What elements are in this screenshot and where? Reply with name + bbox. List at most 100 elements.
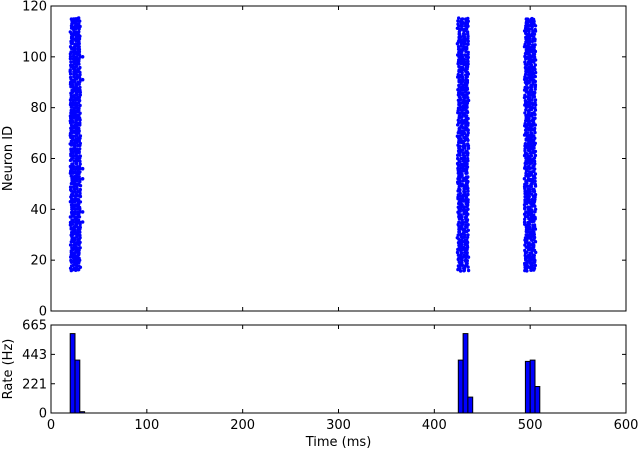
spike-point [77,218,81,222]
spike-point [523,205,527,209]
spike-point [455,236,459,240]
spike-point [71,83,75,88]
spike-point [466,268,471,273]
spike-point [456,108,460,113]
spike-point [460,17,465,21]
spike-point [69,60,73,64]
spike-point [462,266,467,271]
spike-point [528,75,532,80]
spike-point [78,85,82,90]
spike-point [525,263,529,268]
spike-point [459,213,463,217]
spike-point [533,58,538,62]
spike-point [527,197,531,202]
spike-point [466,39,470,43]
spike-point [522,220,527,224]
spike-point [77,215,82,219]
spike-point [460,111,464,115]
spike-point [77,106,81,111]
spike-point [459,253,463,258]
spike-point [73,241,77,245]
spike-point [457,121,461,125]
raster-spike-marks [68,16,538,273]
spike-point [523,195,527,199]
spike-point [524,108,528,112]
spike-point [523,60,527,64]
spike-point [463,190,467,194]
spike-point [463,208,467,212]
spike-point [77,30,81,34]
spike-point [77,98,82,103]
spike-point [466,200,470,204]
x-tick-label: 600 [614,418,639,433]
spike-point [466,228,470,232]
spike-point [527,42,532,46]
spike-point [459,162,463,166]
spike-point [455,161,460,166]
spike-point [458,160,462,164]
spike-point [78,103,82,108]
spike-point [68,54,73,59]
spike-point [533,182,537,187]
spike-point [73,210,77,214]
spike-point [532,35,536,39]
spike-point [73,207,78,211]
raster-x-ticks [50,6,627,311]
spike-point [68,75,73,80]
x-tick-label: 0 [47,418,55,433]
spike-point [75,215,79,219]
spike-point [73,182,78,186]
x-tick-label: 400 [422,418,447,433]
spike-point [78,233,82,237]
spike-point [464,73,468,77]
spike-point [78,121,82,125]
spike-point [462,32,467,37]
spike-point [76,210,80,214]
spike-point [75,246,80,250]
spike-point [460,182,465,187]
spike-point [529,131,534,135]
spike-point [532,223,537,227]
spike-point [528,121,532,126]
rate-y-ticks: 0 221 443 665 [22,319,626,422]
spike-point [71,101,75,105]
raster-plot-frame [50,5,627,312]
spike-point [71,246,76,250]
spike-point [460,261,464,265]
spike-point [77,139,82,143]
spike-point [461,197,465,201]
spike-point [533,43,537,47]
spike-point [466,131,470,135]
spike-point [529,48,534,52]
spike-point [74,162,79,166]
spike-point [465,149,469,153]
spike-point [461,77,465,82]
spike-point [465,45,469,49]
spike-point [530,98,534,102]
spike-point [466,96,470,100]
spike-point [78,24,82,29]
y-tick-label: 0 [39,305,47,320]
spike-point [465,162,469,166]
spike-point [465,126,469,131]
spike-point [465,156,470,161]
spike-point [460,118,464,123]
spike-point [528,225,532,229]
spike-point [461,91,465,95]
spike-point [77,175,81,179]
spike-point [68,185,73,189]
spike-point [525,86,530,90]
spike-point [463,53,467,57]
spike-point [523,121,527,126]
spike-point [458,147,462,151]
spike-point [77,256,81,260]
spike-point [463,60,467,64]
spike-point [532,213,536,217]
spike-point [466,19,470,23]
spike-point [530,263,535,268]
spike-point [465,165,470,169]
spike-point [465,253,469,257]
spike-point [523,111,527,115]
spike-point [74,192,79,197]
spike-point [458,134,462,138]
